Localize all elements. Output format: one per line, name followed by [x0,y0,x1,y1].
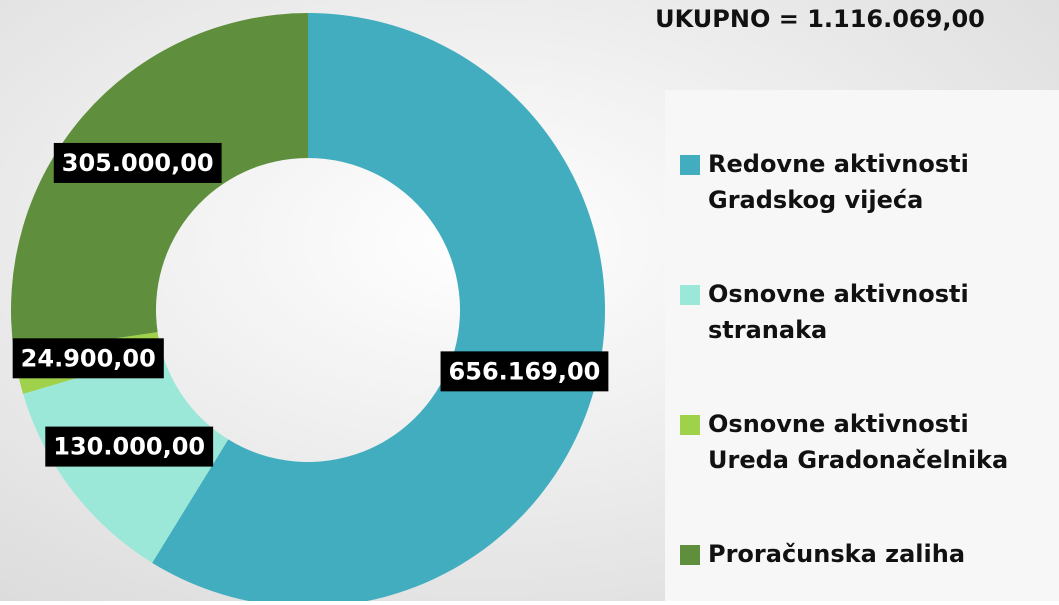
data-label: 130.000,00 [53,433,205,461]
slice [11,13,309,354]
legend-swatch [680,155,700,175]
data-label: 24.900,00 [21,344,156,372]
legend-label: Osnovne aktivnosti stranaka [708,280,969,344]
data-label-box [440,351,609,392]
legend-label: Osnovne aktivnosti Ureda Gradonačelnika [708,410,1008,474]
data-label-box [45,426,214,467]
legend-box [665,90,1059,601]
data-label: 305.000,00 [62,149,214,177]
data-label-box [12,338,164,379]
legend-label: Redovne aktivnosti Gradskog vijeća [708,150,969,214]
data-label: 656.169,00 [449,357,601,385]
slice [152,13,605,605]
chart-title: UKUPNO = 1.116.069,00 [655,5,985,33]
data-label-box [53,142,222,183]
legend-swatch [680,285,700,305]
legend: Redovne aktivnosti Gradskog vijeća Osnovne… [680,150,1008,568]
legend-label: Proračunska zaliha [708,540,965,568]
labels: 656.169,00 130.000,00 24.900,00 305.000,00 [12,142,609,467]
legend-swatch [680,415,700,435]
legend-swatch [680,545,700,565]
